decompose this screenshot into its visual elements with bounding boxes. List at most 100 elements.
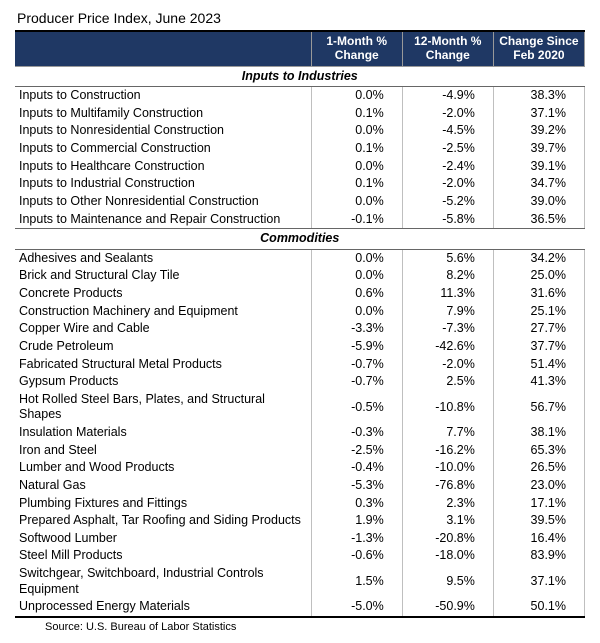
cell-value: -0.7% — [311, 356, 402, 374]
cell-value: 50.1% — [493, 598, 584, 617]
cell-value: 0.0% — [311, 303, 402, 321]
cell-value: 34.7% — [493, 175, 584, 193]
table-row: Inputs to Maintenance and Repair Constru… — [15, 211, 585, 229]
table-row: Concrete Products0.6%11.3%31.6% — [15, 285, 585, 303]
row-label: Iron and Steel — [15, 442, 311, 460]
cell-value: -0.1% — [311, 211, 402, 229]
ppi-table: 1-Month % Change 12-Month % Change Chang… — [15, 30, 585, 618]
cell-value: 0.0% — [311, 193, 402, 211]
cell-value: -2.0% — [402, 175, 493, 193]
cell-value: -0.3% — [311, 424, 402, 442]
cell-value: -4.5% — [402, 122, 493, 140]
source-note: Source: U.S. Bureau of Labor Statistics — [15, 618, 585, 633]
cell-value: 0.0% — [311, 267, 402, 285]
col-1month: 1-Month % Change — [311, 31, 402, 66]
row-label: Concrete Products — [15, 285, 311, 303]
cell-value: 65.3% — [493, 442, 584, 460]
cell-value: 8.2% — [402, 267, 493, 285]
cell-value: 41.3% — [493, 373, 584, 391]
cell-value: -4.9% — [402, 87, 493, 105]
cell-value: -2.5% — [402, 140, 493, 158]
table-row: Inputs to Construction0.0%-4.9%38.3% — [15, 87, 585, 105]
cell-value: -5.0% — [311, 598, 402, 617]
section-header: Commodities — [15, 229, 585, 250]
row-label: Inputs to Industrial Construction — [15, 175, 311, 193]
cell-value: 0.0% — [311, 249, 402, 267]
cell-value: 23.0% — [493, 477, 584, 495]
cell-value: -18.0% — [402, 547, 493, 565]
cell-value: 0.1% — [311, 105, 402, 123]
table-row: Fabricated Structural Metal Products-0.7… — [15, 356, 585, 374]
cell-value: 0.0% — [311, 158, 402, 176]
row-label: Brick and Structural Clay Tile — [15, 267, 311, 285]
table-row: Inputs to Healthcare Construction0.0%-2.… — [15, 158, 585, 176]
cell-value: -10.0% — [402, 459, 493, 477]
cell-value: 37.7% — [493, 338, 584, 356]
cell-value: 2.3% — [402, 495, 493, 513]
cell-value: -2.5% — [311, 442, 402, 460]
cell-value: -50.9% — [402, 598, 493, 617]
cell-value: -16.2% — [402, 442, 493, 460]
row-label: Softwood Lumber — [15, 530, 311, 548]
cell-value: -42.6% — [402, 338, 493, 356]
row-label: Copper Wire and Cable — [15, 320, 311, 338]
cell-value: 36.5% — [493, 211, 584, 229]
table-row: Inputs to Multifamily Construction0.1%-2… — [15, 105, 585, 123]
cell-value: 0.3% — [311, 495, 402, 513]
cell-value: 31.6% — [493, 285, 584, 303]
header-row: 1-Month % Change 12-Month % Change Chang… — [15, 31, 585, 66]
row-label: Lumber and Wood Products — [15, 459, 311, 477]
cell-value: 26.5% — [493, 459, 584, 477]
row-label: Steel Mill Products — [15, 547, 311, 565]
cell-value: -5.2% — [402, 193, 493, 211]
cell-value: 7.7% — [402, 424, 493, 442]
table-row: Softwood Lumber-1.3%-20.8%16.4% — [15, 530, 585, 548]
cell-value: 56.7% — [493, 391, 584, 424]
row-label: Construction Machinery and Equipment — [15, 303, 311, 321]
row-label: Prepared Asphalt, Tar Roofing and Siding… — [15, 512, 311, 530]
table-row: Prepared Asphalt, Tar Roofing and Siding… — [15, 512, 585, 530]
cell-value: 37.1% — [493, 565, 584, 598]
row-label: Insulation Materials — [15, 424, 311, 442]
row-label: Adhesives and Sealants — [15, 249, 311, 267]
cell-value: -0.7% — [311, 373, 402, 391]
cell-value: 3.1% — [402, 512, 493, 530]
row-label: Inputs to Other Nonresidential Construct… — [15, 193, 311, 211]
cell-value: 0.0% — [311, 87, 402, 105]
cell-value: 39.7% — [493, 140, 584, 158]
cell-value: 16.4% — [493, 530, 584, 548]
row-label: Plumbing Fixtures and Fittings — [15, 495, 311, 513]
cell-value: 39.2% — [493, 122, 584, 140]
table-row: Inputs to Other Nonresidential Construct… — [15, 193, 585, 211]
cell-value: -0.6% — [311, 547, 402, 565]
col-blank — [15, 31, 311, 66]
cell-value: 37.1% — [493, 105, 584, 123]
cell-value: 25.1% — [493, 303, 584, 321]
cell-value: 0.0% — [311, 122, 402, 140]
cell-value: 17.1% — [493, 495, 584, 513]
cell-value: 39.5% — [493, 512, 584, 530]
cell-value: -3.3% — [311, 320, 402, 338]
cell-value: 83.9% — [493, 547, 584, 565]
table-row: Construction Machinery and Equipment0.0%… — [15, 303, 585, 321]
row-label: Hot Rolled Steel Bars, Plates, and Struc… — [15, 391, 311, 424]
table-row: Crude Petroleum-5.9%-42.6%37.7% — [15, 338, 585, 356]
table-row: Inputs to Nonresidential Construction0.0… — [15, 122, 585, 140]
cell-value: 51.4% — [493, 356, 584, 374]
row-label: Inputs to Multifamily Construction — [15, 105, 311, 123]
cell-value: 34.2% — [493, 249, 584, 267]
row-label: Inputs to Nonresidential Construction — [15, 122, 311, 140]
section-header: Inputs to Industries — [15, 66, 585, 87]
row-label: Natural Gas — [15, 477, 311, 495]
table-row: Iron and Steel-2.5%-16.2%65.3% — [15, 442, 585, 460]
cell-value: -0.5% — [311, 391, 402, 424]
row-label: Inputs to Commercial Construction — [15, 140, 311, 158]
row-label: Inputs to Healthcare Construction — [15, 158, 311, 176]
col-feb2020: Change Since Feb 2020 — [493, 31, 584, 66]
row-label: Fabricated Structural Metal Products — [15, 356, 311, 374]
cell-value: 0.1% — [311, 175, 402, 193]
table-row: Adhesives and Sealants0.0%5.6%34.2% — [15, 249, 585, 267]
cell-value: 27.7% — [493, 320, 584, 338]
row-label: Gypsum Products — [15, 373, 311, 391]
table-row: Inputs to Industrial Construction0.1%-2.… — [15, 175, 585, 193]
